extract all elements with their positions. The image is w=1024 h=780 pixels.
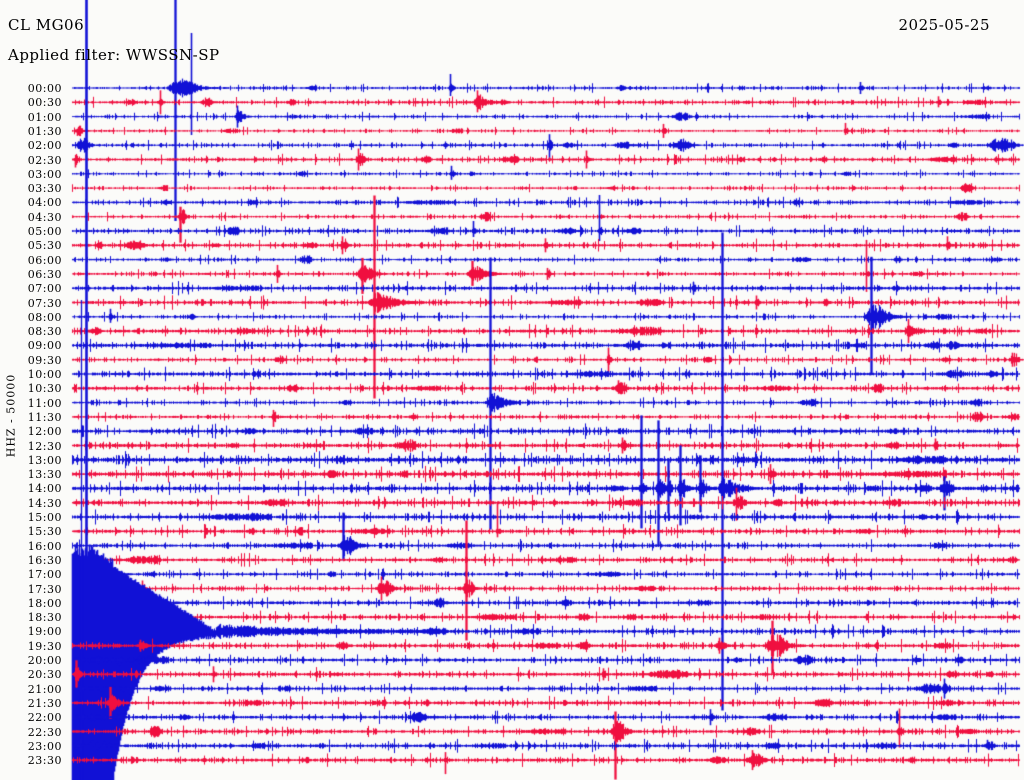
- time-label: 14:30: [27, 496, 62, 510]
- time-label: 20:00: [27, 654, 62, 667]
- time-label: 05:00: [27, 225, 62, 238]
- filter-label: Applied filter: WWSSN-SP: [8, 46, 220, 64]
- time-label: 13:00: [27, 453, 62, 467]
- time-label: 13:30: [27, 468, 62, 482]
- time-label: 08:30: [27, 325, 62, 339]
- time-label: 12:30: [27, 439, 62, 453]
- time-label: 06:30: [27, 267, 62, 281]
- time-label: 04:00: [27, 196, 62, 210]
- time-label: 22:00: [27, 711, 62, 725]
- time-label: 21:00: [27, 682, 62, 696]
- time-label: 03:00: [27, 167, 62, 181]
- time-label: 02:30: [27, 153, 62, 167]
- time-label: 11:00: [27, 396, 62, 410]
- station-label: CL MG06: [8, 16, 85, 34]
- time-label: 05:30: [27, 239, 62, 253]
- time-label: 19:30: [27, 639, 62, 653]
- time-label: 06:00: [27, 253, 62, 267]
- time-label: 17:00: [27, 568, 62, 582]
- time-label: 15:30: [27, 525, 62, 539]
- time-label: 09:30: [27, 353, 62, 367]
- time-label: 18:00: [27, 596, 62, 610]
- time-label: 08:00: [27, 310, 62, 324]
- time-label: 16:00: [27, 539, 62, 553]
- time-label: 03:30: [27, 182, 62, 196]
- date-label: 2025-05-25: [898, 16, 990, 34]
- time-label: 12:00: [27, 425, 62, 439]
- time-label: 18:30: [27, 611, 62, 625]
- time-label: 01:30: [27, 124, 62, 138]
- time-label: 07:30: [27, 296, 62, 310]
- time-label: 09:00: [27, 339, 62, 353]
- time-label: 11:30: [27, 410, 62, 424]
- time-label: 23:00: [27, 739, 62, 753]
- time-label: 15:00: [27, 511, 62, 524]
- time-label: 14:00: [27, 482, 62, 496]
- time-label: 00:00: [27, 82, 62, 95]
- time-label: 10:30: [27, 382, 62, 396]
- time-label: 00:30: [27, 96, 62, 110]
- scale-label: HHZ - 50000: [4, 373, 18, 458]
- time-label: 16:30: [27, 553, 62, 567]
- time-label: 20:30: [27, 668, 62, 682]
- time-label: 01:00: [27, 110, 62, 124]
- time-label: 23:30: [27, 754, 62, 768]
- time-label: 21:30: [27, 696, 62, 710]
- time-label: 02:00: [27, 139, 62, 153]
- time-label: 07:00: [27, 282, 62, 296]
- time-label: 22:30: [27, 725, 62, 739]
- time-label: 17:30: [27, 582, 62, 596]
- time-label: 04:30: [27, 210, 62, 224]
- time-label: 19:00: [27, 625, 62, 639]
- time-label: 10:00: [27, 368, 62, 381]
